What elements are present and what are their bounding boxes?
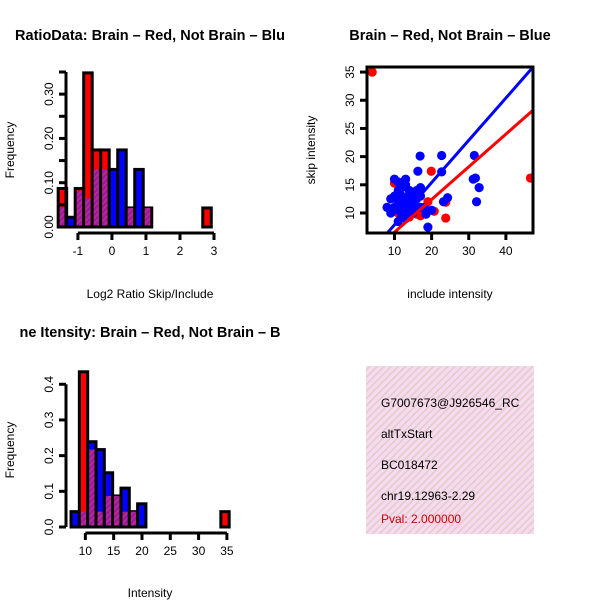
blue-point [474,183,484,193]
y-tick-label: 0.20 [42,126,56,150]
intensity-scatter-xlabel: include intensity [407,287,492,301]
blue-bar [119,486,131,529]
plot-frame [365,65,535,235]
overlap-bar [89,449,95,526]
overlap-bar [127,207,134,226]
x-tick-label: 30 [462,244,476,258]
x-tick-label: 0 [109,244,116,258]
blue-point [415,151,425,161]
intensity-histogram-ylabel: Frequency [3,422,17,479]
x-tick-label: 3 [211,244,218,258]
x-tick-label: -1 [73,244,84,258]
intensity-scatter: Brain – Red, Not Brain – Blue include in… [304,28,551,301]
ratio-histogram-ylabel: Frequency [3,122,17,179]
red-point [367,67,377,77]
blue-point [423,222,433,232]
overlap-bar [76,191,83,226]
red-bar [201,206,213,229]
ratio-histogram-xlabel: Log2 Ratio Skip/Include [87,287,214,301]
info-box: G7007673@J926546_RC altTxStart BC018472 … [366,366,534,534]
blue-point [401,174,411,184]
y-tick-label: 0.00 [42,215,56,239]
info-id: G7007673@J926546_RC [381,396,520,410]
blue-point [469,150,479,161]
intensity-histogram-title: ne Itensity: Brain – Red, Not Brain – B [19,325,280,341]
blue-point [389,202,400,212]
overlap-bar [102,169,108,226]
blue-bar [133,167,145,229]
y-tick-label: 15 [343,178,357,192]
x-tick-label: 25 [164,544,178,558]
blue-point [413,166,423,176]
overlap-bar [93,169,100,226]
blue-fit-line [385,67,533,233]
info-location: chr19.12963-2.29 [381,489,475,503]
y-tick-label: 0.3 [42,411,56,428]
blue-point [471,197,482,207]
ratio-histogram-title: RatioData: Brain – Red, Not Brain – Blu [15,28,285,44]
overlap-bar [122,511,128,526]
info-event: altTxStart [381,427,433,441]
y-tick-label: 0.10 [42,171,56,195]
overlap-bar [130,511,137,526]
scatter-plot-area [367,67,533,233]
y-tick-label: 0.1 [42,483,56,500]
x-tick-label: 2 [177,244,184,258]
y-tick-label: 0.30 [42,82,56,106]
y-tick-label: 20 [343,150,357,164]
blue-bar [136,502,148,529]
red-point [441,213,451,223]
red-point [525,173,533,183]
blue-point [421,209,431,219]
y-tick-label: 35 [343,65,357,79]
y-tick-label: 30 [343,93,357,107]
blue-point [437,150,447,161]
overlap-bar [80,511,87,526]
red-bar [219,510,231,529]
intensity-histogram-xlabel: Intensity [128,586,173,600]
intensity-histogram: ne Itensity: Brain – Red, Not Brain – B … [3,325,281,600]
blue-bar [116,148,128,229]
info-pval: Pval: 2.000000 [381,512,461,526]
x-tick-label: 10 [388,244,402,258]
x-tick-label: 20 [425,244,439,258]
x-tick-label: 40 [499,244,513,258]
blue-point [470,173,481,183]
overlap-bar [114,495,120,526]
y-tick-label: 0.4 [42,376,56,393]
x-tick-label: 20 [135,544,149,558]
overlap-bar [144,207,151,226]
x-tick-label: 15 [107,544,121,558]
overlap-bar [59,207,66,226]
red-point [426,166,436,176]
intensity-scatter-title: Brain – Red, Not Brain – Blue [349,28,550,44]
y-tick-label: 0.0 [42,518,56,535]
intensity-scatter-ylabel: skip intensity [304,116,318,185]
y-tick-label: 0.2 [42,447,56,464]
y-tick-label: 25 [343,121,357,135]
blue-point [415,183,426,193]
overlap-bar [97,511,103,526]
info-box-background [366,366,534,534]
x-tick-label: 1 [143,244,150,258]
overlap-bar [105,495,112,526]
x-tick-label: 30 [192,544,206,558]
x-tick-label: 35 [220,544,234,558]
y-tick-label: 10 [343,206,357,220]
blue-point [438,197,449,207]
overlap-bar [85,198,91,226]
x-tick-label: 10 [79,544,93,558]
ratio-histogram: RatioData: Brain – Red, Not Brain – Blu … [3,28,285,301]
info-accession: BC018472 [381,458,438,472]
